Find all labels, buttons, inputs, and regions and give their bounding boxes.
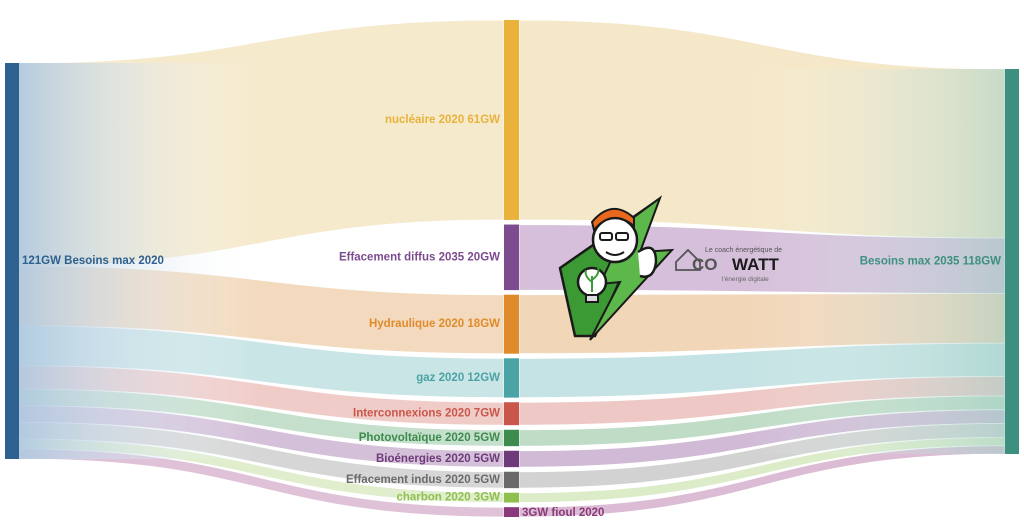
node-bar bbox=[504, 294, 519, 354]
comwatt-logo: Le coach énergétique de CO WATT l'énergi… bbox=[558, 195, 782, 341]
node-label: nucléaire 2020 61GW bbox=[385, 114, 500, 126]
node-bar bbox=[504, 429, 519, 447]
node-bar bbox=[504, 492, 519, 503]
sankey-links bbox=[18, 19, 1006, 518]
node-bar bbox=[504, 450, 519, 468]
node-label: gaz 2020 12GW bbox=[416, 372, 500, 384]
right-flow-shade bbox=[745, 69, 1005, 454]
node-bar bbox=[504, 471, 519, 489]
node-bar bbox=[504, 20, 519, 220]
target-node-bar bbox=[1005, 69, 1019, 454]
node-bar bbox=[504, 358, 519, 398]
node-label: charbon 2020 3GW bbox=[396, 492, 500, 504]
node-label: 3GW fioul 2020 bbox=[522, 507, 604, 519]
left-flow-shade bbox=[19, 63, 259, 459]
node-label: Effacement diffus 2035 20GW bbox=[339, 251, 500, 263]
node-label: Bioénergies 2020 5GW bbox=[376, 453, 500, 465]
node-label: Effacement indus 2020 5GW bbox=[346, 474, 500, 486]
sankey-labels: 121GW Besoins max 2020 Besoins max 2035 1… bbox=[22, 114, 1001, 519]
coach-mascot-lightning-icon bbox=[558, 195, 675, 341]
logo-name-co: CO bbox=[692, 255, 718, 274]
logo-tagline: Le coach énergétique de bbox=[705, 247, 782, 254]
node-bar bbox=[504, 402, 519, 426]
node-bar bbox=[504, 507, 519, 517]
node-label: Interconnexions 2020 7GW bbox=[353, 408, 500, 420]
source-node-label: 121GW Besoins max 2020 bbox=[22, 255, 164, 267]
logo-subline: l'énergie digitale bbox=[722, 276, 769, 283]
node-label: Photovoltaïque 2020 5GW bbox=[359, 432, 500, 444]
sankey-nodes bbox=[5, 20, 1019, 517]
node-bar bbox=[504, 224, 519, 291]
comwatt-wordmark: Le coach énergétique de CO WATT l'énergi… bbox=[675, 247, 782, 283]
source-node-bar bbox=[5, 63, 19, 459]
node-label: Hydraulique 2020 18GW bbox=[369, 318, 500, 330]
target-node-label: Besoins max 2035 118GW bbox=[860, 256, 1001, 268]
logo-name-watt: WATT bbox=[732, 255, 780, 274]
